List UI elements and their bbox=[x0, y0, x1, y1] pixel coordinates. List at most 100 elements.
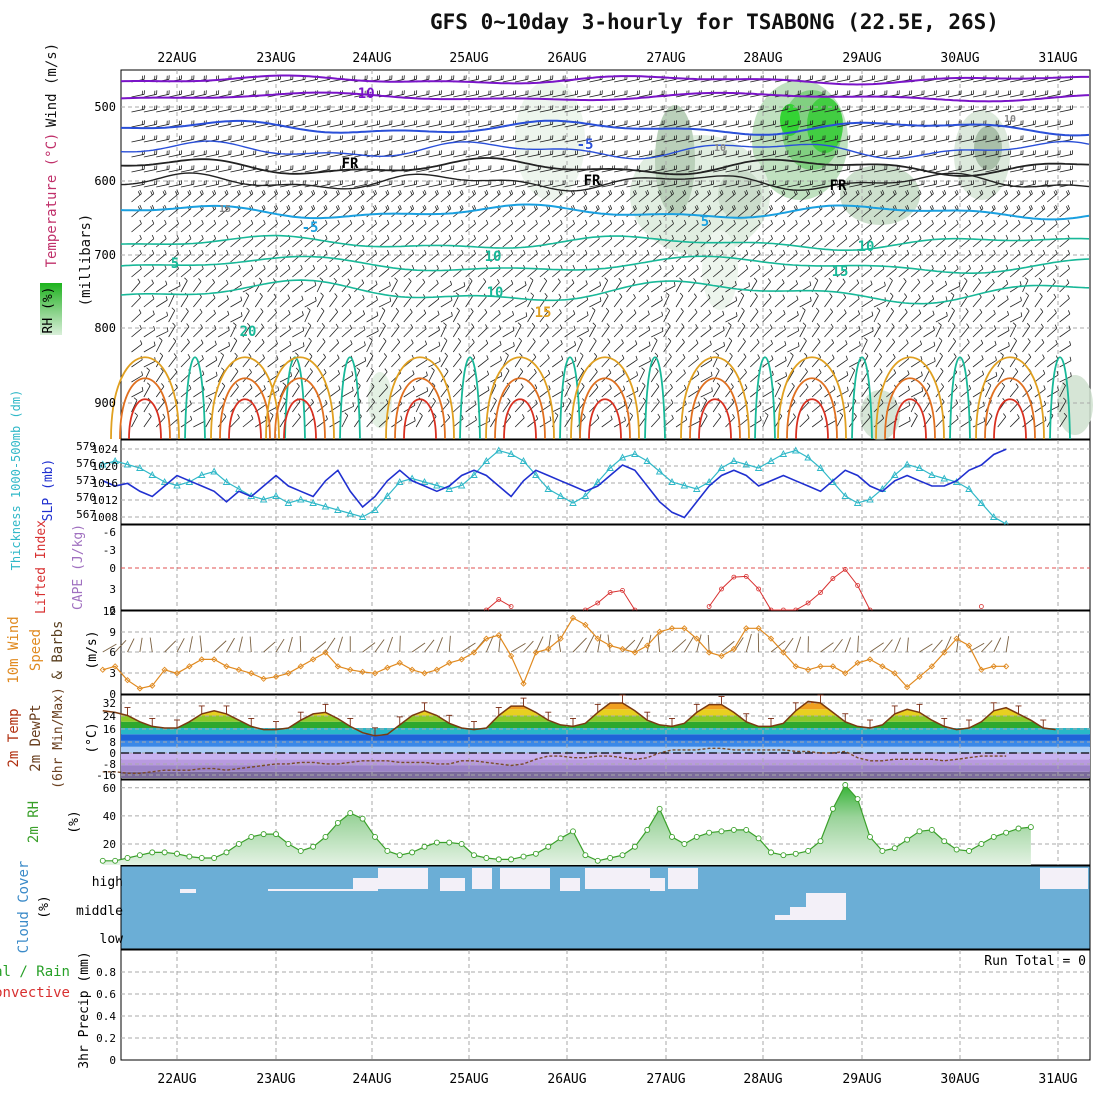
barb-flag bbox=[215, 371, 218, 376]
wind-barb bbox=[869, 642, 884, 653]
barb bbox=[515, 153, 528, 158]
barb bbox=[824, 268, 835, 278]
barb bbox=[861, 238, 872, 248]
barb bbox=[452, 193, 464, 203]
barb-flag bbox=[903, 278, 907, 282]
contour-label: 10 bbox=[485, 249, 502, 265]
barb bbox=[1009, 325, 1017, 338]
rh-marker bbox=[904, 836, 911, 843]
rh-marker bbox=[297, 848, 304, 854]
barb bbox=[304, 310, 311, 323]
barb bbox=[675, 372, 686, 383]
barb bbox=[960, 153, 974, 158]
barb-flag bbox=[524, 281, 527, 286]
barb-flag bbox=[721, 204, 724, 209]
barb bbox=[552, 374, 564, 383]
barb bbox=[452, 418, 464, 428]
barb-flag bbox=[671, 414, 674, 419]
barb-flag bbox=[572, 234, 575, 239]
barb-flag bbox=[844, 219, 848, 224]
barb-flag bbox=[521, 206, 524, 211]
wind-marker bbox=[941, 649, 948, 656]
barb bbox=[960, 311, 969, 323]
barb bbox=[589, 285, 601, 293]
barb bbox=[242, 403, 253, 413]
barb bbox=[663, 168, 677, 173]
surface-loop bbox=[274, 377, 326, 440]
barb bbox=[799, 386, 809, 398]
barb bbox=[650, 386, 660, 398]
barb-flag bbox=[395, 292, 399, 297]
barb bbox=[329, 123, 343, 128]
barb-flag bbox=[568, 397, 572, 402]
barb-flag bbox=[258, 277, 263, 282]
barb bbox=[465, 404, 477, 413]
contour-label: 10 bbox=[858, 239, 875, 255]
barb-flag bbox=[894, 249, 897, 254]
barb bbox=[230, 238, 241, 248]
barb bbox=[638, 108, 652, 113]
barb-flag bbox=[176, 234, 179, 239]
barb-flag bbox=[593, 337, 597, 342]
barb-flag bbox=[1053, 191, 1057, 196]
barb-flag bbox=[287, 264, 291, 269]
barb bbox=[873, 193, 885, 203]
barb bbox=[452, 341, 462, 353]
barb-flag bbox=[251, 414, 254, 419]
barb-flag bbox=[1066, 206, 1069, 211]
barb-flag bbox=[240, 312, 243, 317]
barb bbox=[539, 93, 553, 98]
barb-flag bbox=[409, 293, 413, 297]
barb bbox=[378, 183, 392, 188]
barb-flag bbox=[732, 413, 735, 418]
barb bbox=[911, 138, 924, 143]
barb bbox=[985, 328, 996, 338]
barb-flag bbox=[362, 249, 365, 254]
barb bbox=[576, 208, 588, 218]
barb-flag bbox=[208, 397, 212, 401]
thick-marker bbox=[940, 474, 949, 482]
barb-flag bbox=[560, 249, 563, 254]
barb bbox=[947, 193, 959, 203]
barb bbox=[316, 295, 324, 308]
barb-flag bbox=[968, 249, 971, 254]
barb bbox=[799, 193, 810, 203]
barb bbox=[515, 108, 528, 113]
barb-flag bbox=[213, 189, 217, 194]
wind-barb bbox=[139, 637, 143, 653]
barb-flag bbox=[1025, 292, 1029, 296]
barb bbox=[341, 108, 355, 113]
barb bbox=[403, 281, 412, 293]
surface-loop-teal bbox=[559, 356, 581, 440]
dewpt-series bbox=[102, 747, 1007, 774]
barb bbox=[774, 138, 788, 143]
wind-marker bbox=[829, 663, 837, 670]
rh-marker bbox=[248, 833, 255, 840]
barb-flag bbox=[457, 322, 461, 327]
barb bbox=[155, 238, 167, 248]
barb bbox=[551, 281, 561, 293]
barb-flag bbox=[931, 264, 934, 269]
barb bbox=[465, 342, 475, 353]
barb-flag bbox=[175, 191, 178, 196]
barb bbox=[811, 253, 823, 263]
barb bbox=[1059, 360, 1072, 368]
barb bbox=[749, 295, 758, 308]
barb bbox=[230, 153, 244, 158]
barb-flag bbox=[535, 189, 538, 194]
barb-flag bbox=[981, 355, 984, 360]
barb bbox=[712, 385, 721, 398]
barb-flag bbox=[133, 397, 138, 401]
barb bbox=[440, 183, 454, 188]
barb-flag bbox=[619, 308, 623, 313]
barb bbox=[403, 296, 413, 308]
wind-marker bbox=[1002, 663, 1010, 670]
thick-marker bbox=[272, 492, 280, 499]
barb bbox=[317, 78, 330, 83]
barb bbox=[168, 325, 176, 338]
barb-flag bbox=[543, 277, 548, 282]
barb-flag bbox=[226, 189, 229, 194]
barb bbox=[180, 193, 192, 203]
barb bbox=[515, 168, 528, 173]
barb-flag bbox=[498, 189, 501, 194]
